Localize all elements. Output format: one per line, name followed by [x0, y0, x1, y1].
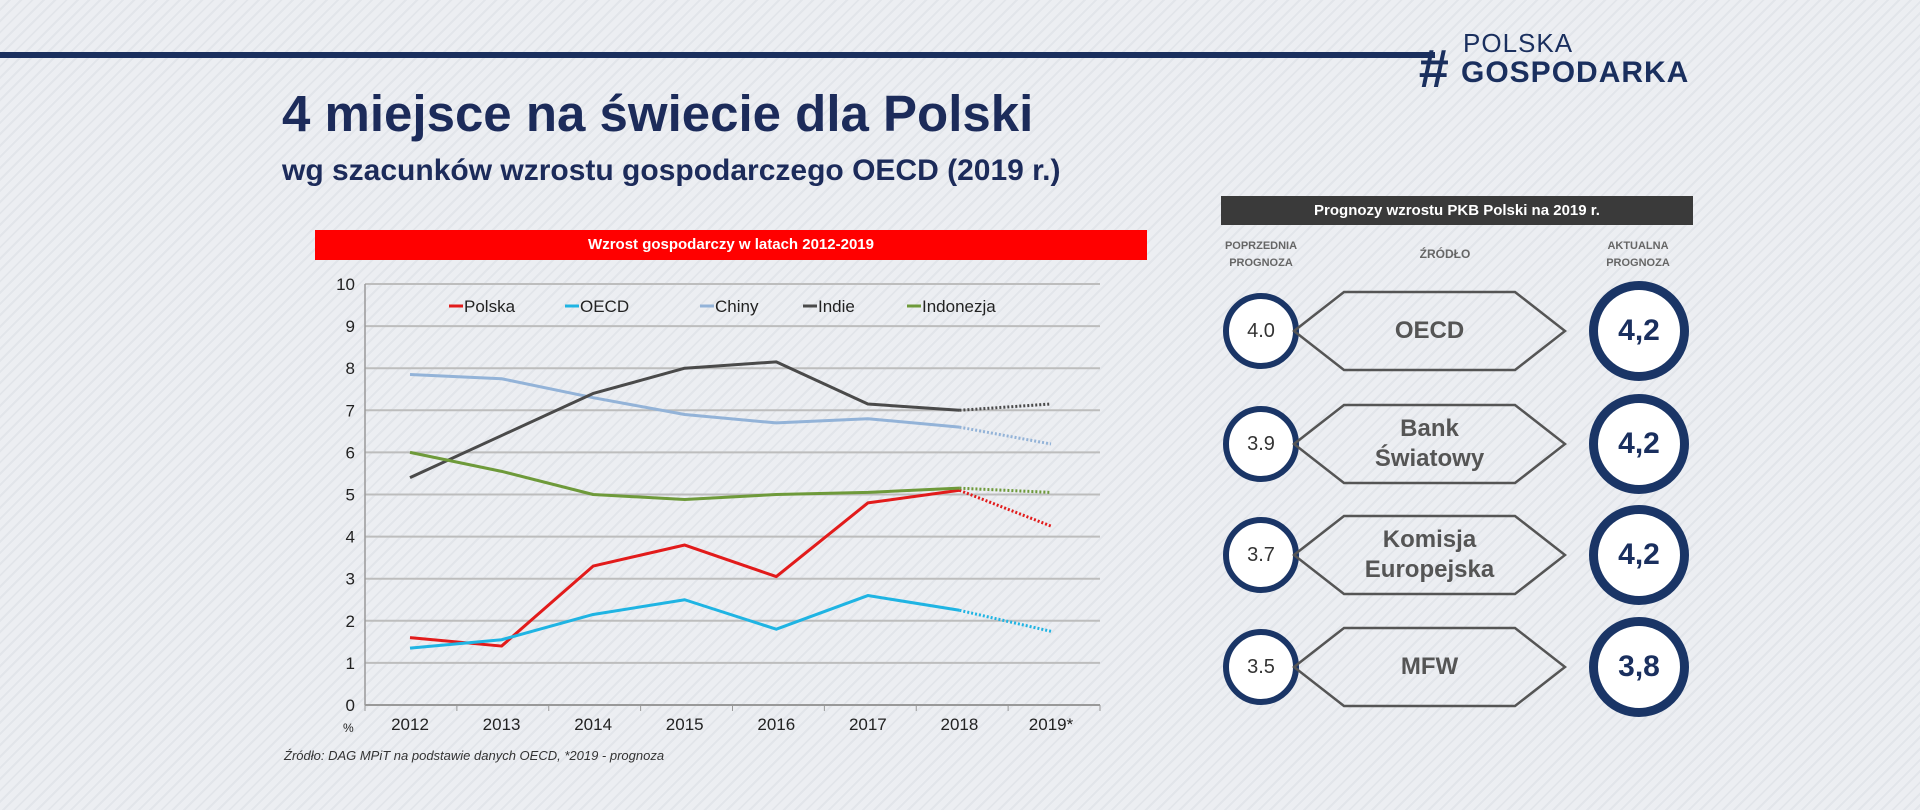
page-subtitle: wg szacunków wzrostu gospodarczego OECD … [282, 154, 1061, 187]
column-header-current: AKTUALNA PROGNOZA [1578, 238, 1698, 272]
x-tick-label: 2015 [666, 715, 704, 734]
source-hexagon: Komisja Europejska [1292, 514, 1567, 596]
legend-label: Indonezja [922, 297, 996, 316]
legend-label: Polska [464, 297, 516, 316]
previous-forecast-value: 3.9 [1223, 406, 1299, 482]
current-forecast-value: 4,2 [1589, 505, 1689, 605]
previous-forecast-value: 3.5 [1223, 629, 1299, 705]
source-label-line: Światowy [1374, 445, 1485, 472]
chart-title: Wzrost gospodarczy w latach 2012-2019 [315, 230, 1147, 260]
current-forecast-value: 3,8 [1589, 617, 1689, 717]
source-hexagon: Bank Światowy [1292, 403, 1567, 485]
source-hexagon: MFW [1292, 626, 1567, 708]
series-forecast-polska [958, 488, 1052, 528]
line-chart: 0 1 2 3 4 5 6 7 8 9 10 2012 2013 2014 2015 2016 2017 2018… [336, 275, 1101, 735]
source-label-line: OECD [1394, 317, 1465, 344]
source-label-line: Europejska [1364, 556, 1495, 583]
previous-forecast-value: 3.7 [1223, 517, 1299, 593]
y-tick-label: 4 [346, 528, 355, 547]
source-label: OECD [1292, 290, 1567, 372]
column-header-line: PROGNOZA [1606, 257, 1670, 269]
y-axis-label: % [343, 721, 354, 735]
legend-label: OECD [580, 297, 629, 316]
panel-title: Prognozy wzrostu PKB Polski na 2019 r. [1221, 196, 1693, 225]
page-title: 4 miejsce na świecie dla Polski [282, 85, 1034, 142]
x-tick-label: 2012 [391, 715, 429, 734]
column-header-line: AKTUALNA [1607, 240, 1669, 252]
chart-source: Źródło: DAG MPiT na podstawie danych OEC… [284, 748, 665, 763]
source-label-line: Bank [1400, 415, 1459, 442]
y-tick-label: 0 [346, 696, 355, 715]
x-tick-label: 2017 [849, 715, 887, 734]
logo-text-top: POLSKA [1463, 28, 1574, 58]
column-header-source: ŹRÓDŁO [1419, 247, 1471, 261]
y-tick-label: 7 [346, 401, 355, 420]
source-label-line: Komisja [1382, 526, 1477, 553]
header-rule [0, 52, 1435, 58]
column-header-line: PROGNOZA [1229, 257, 1293, 269]
y-tick-label: 9 [346, 317, 355, 336]
y-tick-label: 6 [346, 443, 355, 462]
series-forecast-chiny [959, 425, 1052, 446]
current-forecast-value: 4,2 [1589, 281, 1689, 381]
column-header-line: POPRZEDNIA [1224, 240, 1298, 252]
x-tick-label: 2013 [483, 715, 521, 734]
y-tick-label: 3 [346, 570, 355, 589]
logo-hash: # [1418, 39, 1449, 99]
y-tick-label: 8 [346, 359, 355, 378]
source-label-line: MFW [1400, 653, 1459, 680]
source-label: Bank Światowy [1292, 403, 1567, 485]
legend-label: Chiny [715, 297, 759, 316]
x-tick-label: 2018 [941, 715, 979, 734]
source-label: MFW [1292, 626, 1567, 708]
y-tick-label: 5 [346, 486, 355, 505]
source-label: Komisja Europejska [1292, 514, 1567, 596]
series-line-indonezja [409, 450, 960, 502]
y-tick-label: 2 [346, 612, 355, 631]
x-tick-label: 2016 [757, 715, 795, 734]
series-forecast-indie [959, 402, 1052, 412]
logo-text-bottom: GOSPODARKA [1461, 56, 1690, 89]
series-line-chiny [409, 373, 960, 429]
column-header-previous: POPRZEDNIA PROGNOZA [1201, 238, 1321, 272]
previous-forecast-value: 4.0 [1223, 293, 1299, 369]
y-tick-label: 1 [346, 654, 355, 673]
x-tick-label: 2019* [1029, 715, 1074, 734]
legend-label: Indie [818, 297, 855, 316]
current-forecast-value: 4,2 [1589, 394, 1689, 494]
series-line-polska [409, 488, 960, 648]
y-tick-label: 10 [336, 275, 355, 294]
x-tick-label: 2014 [574, 715, 612, 734]
series-forecast-indonezja [959, 486, 1052, 494]
source-hexagon: OECD [1292, 290, 1567, 372]
series-line-oecd [409, 594, 960, 650]
